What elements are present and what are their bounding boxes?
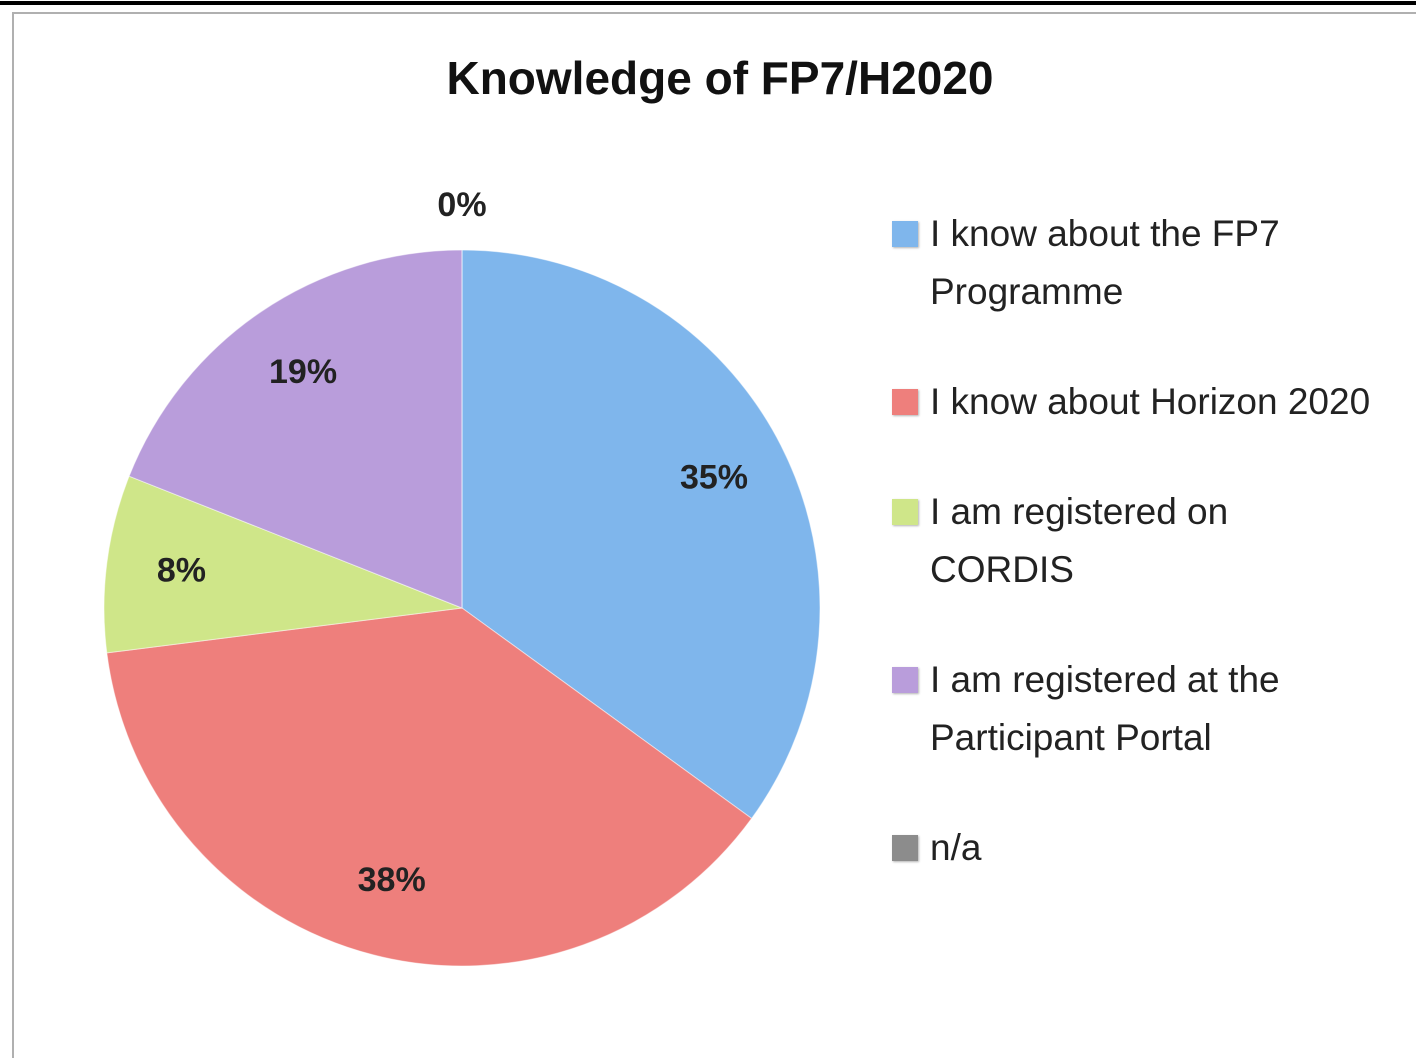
legend-item: n/a [892,819,1392,877]
pie-slice [103,475,463,654]
pie-slice [128,249,463,609]
data-label: 8% [157,552,206,590]
chart-border [12,12,1416,1058]
legend-label: I know about Horizon 2020 [930,381,1371,422]
legend-swatch [892,499,918,525]
legend-label: n/a [930,827,982,868]
legend-item: I know about Horizon 2020 [892,373,1392,431]
data-label: 35% [680,459,748,497]
legend-item: I am registered at the Participant Porta… [892,651,1392,767]
legend-label: I am registered at the Participant Porta… [930,659,1280,758]
legend-swatch [892,389,918,415]
pie-slice [461,249,821,820]
legend-item: I am registered on CORDIS [892,483,1392,599]
data-label: 19% [269,353,337,391]
legend-swatch [892,835,918,861]
legend-swatch [892,221,918,247]
legend-swatch [892,667,918,693]
legend: I know about the FP7 Programme I know abo… [892,205,1392,929]
legend-label: I am registered on CORDIS [930,491,1229,590]
legend-label: I know about the FP7 Programme [930,213,1280,312]
chart-title: Knowledge of FP7/H2020 [446,52,993,104]
pie-slice [106,607,753,967]
legend-item: I know about the FP7 Programme [892,205,1392,321]
data-label: 38% [358,861,426,899]
data-label: 0% [437,186,486,224]
